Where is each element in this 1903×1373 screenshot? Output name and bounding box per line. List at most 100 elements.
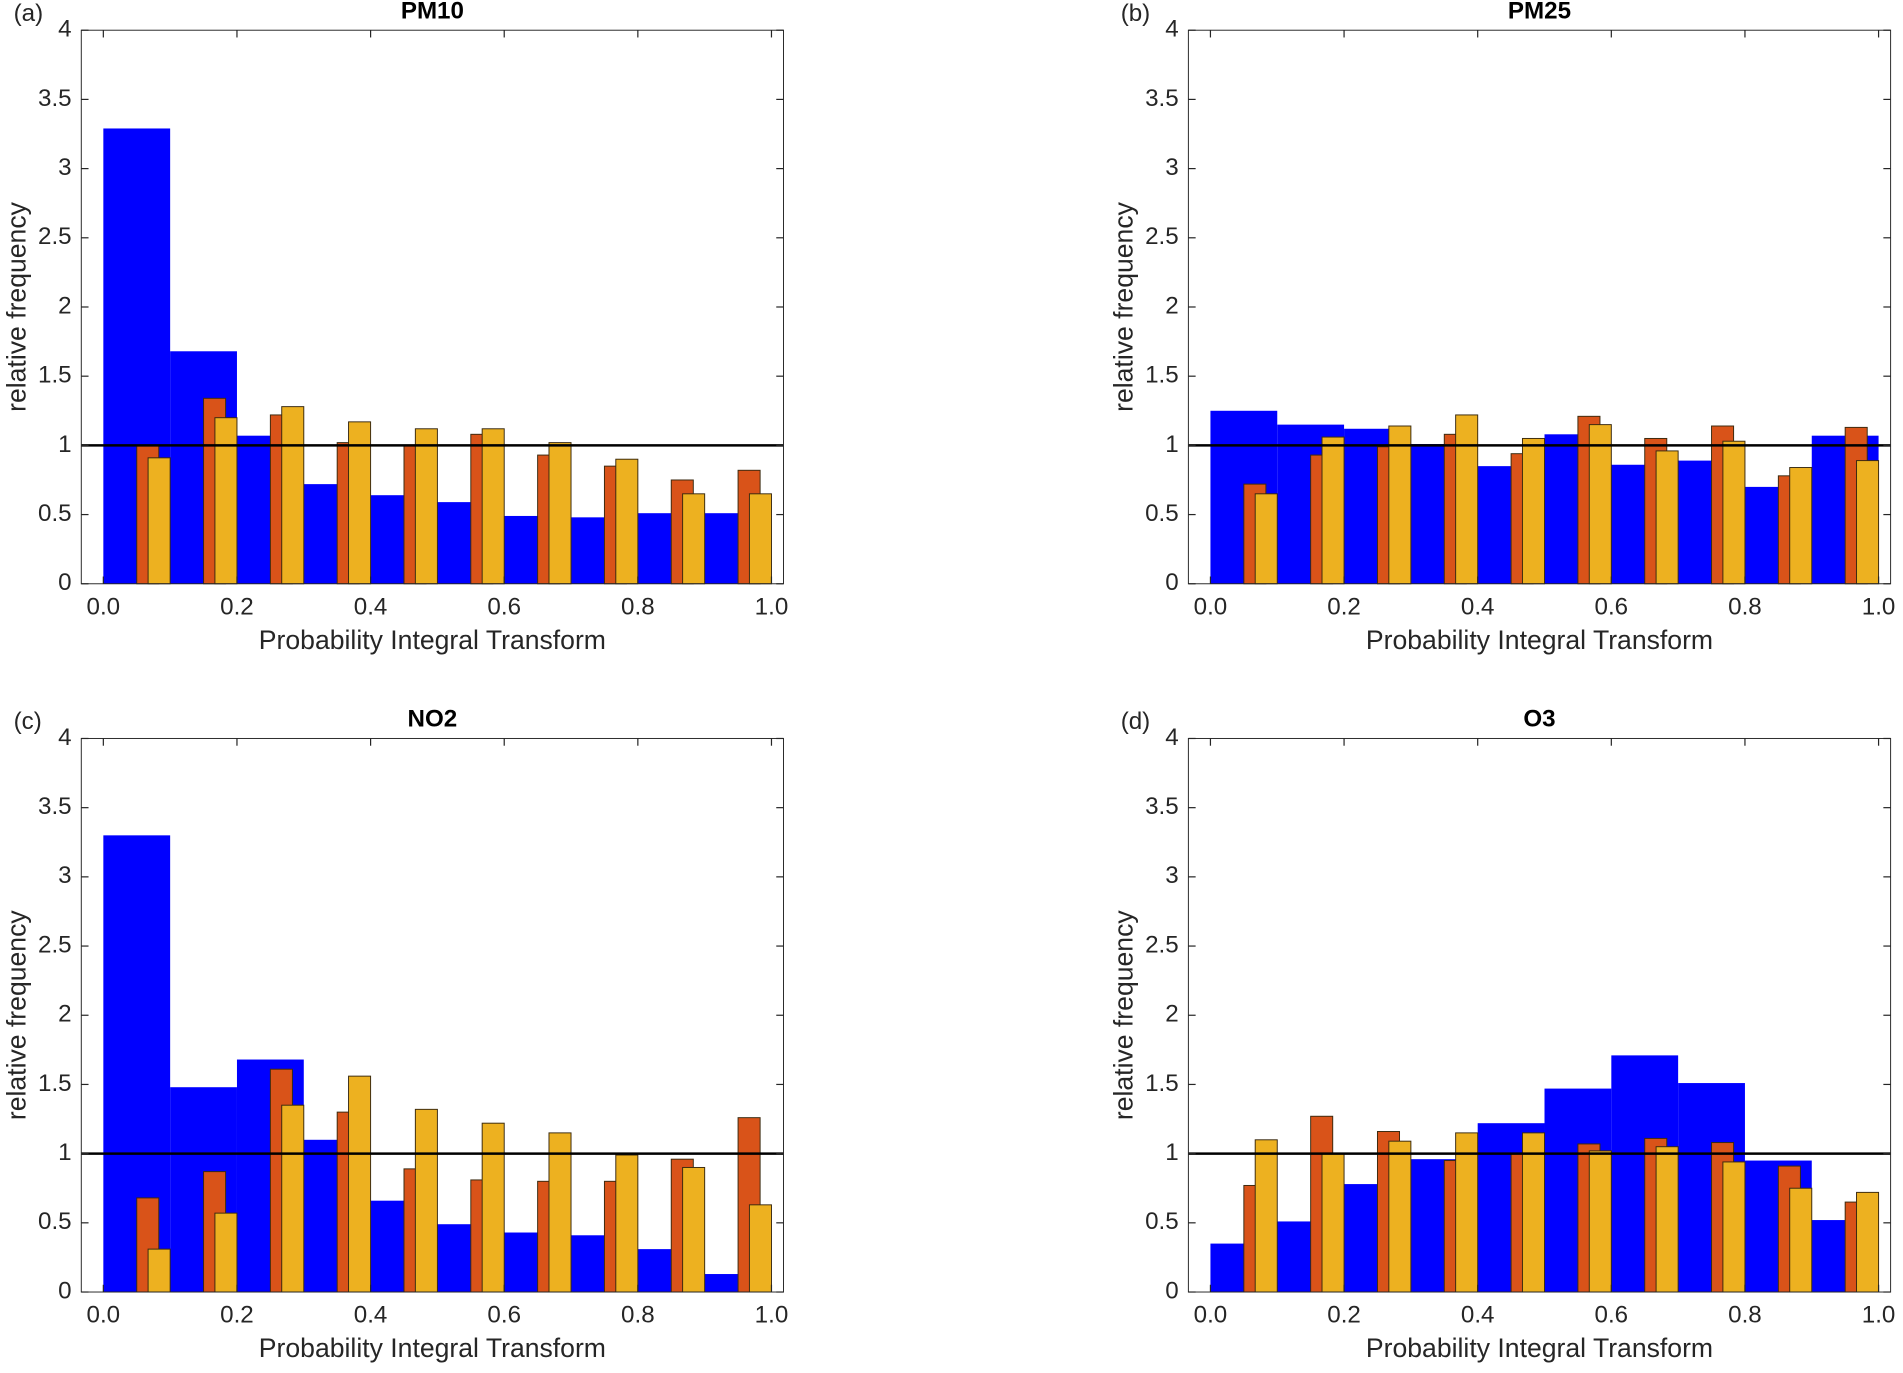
x-tick-label: 0.6 bbox=[487, 1302, 521, 1329]
y-tick-label: 0.5 bbox=[38, 500, 72, 527]
bar bbox=[1655, 1146, 1679, 1293]
panel: 0 0.5 1 1.5 2 2.5 3 3.5 4 0.0 0.2 0.4 0.6 0.8 1.0 NO2 (c… bbox=[1, 706, 788, 1363]
y-tick-label: 2 bbox=[58, 1001, 71, 1028]
chart-title: NO2 bbox=[408, 706, 458, 733]
bar bbox=[615, 458, 639, 585]
x-tick-label: 0.8 bbox=[621, 1302, 655, 1329]
bar bbox=[548, 1132, 572, 1293]
bar bbox=[1655, 450, 1679, 585]
x-tick-label: 1.0 bbox=[1862, 1302, 1896, 1329]
y-tick-label: 1.5 bbox=[38, 362, 72, 389]
x-tick-label: 1.0 bbox=[1862, 593, 1896, 620]
y-tick-label: 0 bbox=[1165, 1277, 1178, 1304]
bar bbox=[281, 406, 305, 585]
y-axis-label: relative frequency bbox=[1, 910, 31, 1120]
x-tick-label: 0.8 bbox=[621, 593, 655, 620]
x-tick-label: 0.0 bbox=[87, 1302, 121, 1329]
y-tick-label: 0.5 bbox=[1145, 1208, 1179, 1235]
x-tick-label: 0.0 bbox=[87, 593, 121, 620]
x-tick-label: 0.6 bbox=[487, 593, 521, 620]
x-tick-label: 0.2 bbox=[1327, 593, 1361, 620]
x-tick-label: 0.4 bbox=[1461, 1302, 1495, 1329]
panel-label: (b) bbox=[1121, 0, 1151, 27]
bar bbox=[748, 493, 772, 585]
y-tick-label: 1 bbox=[58, 431, 71, 458]
bar bbox=[1856, 1191, 1880, 1293]
y-tick-label: 0 bbox=[1165, 569, 1178, 596]
y-tick-label: 1 bbox=[1165, 431, 1178, 458]
bar bbox=[1722, 1161, 1746, 1293]
y-tick-label: 4 bbox=[58, 16, 71, 43]
y-tick-label: 1 bbox=[58, 1139, 71, 1166]
x-tick-label: 0.0 bbox=[1194, 1302, 1228, 1329]
bar bbox=[214, 1212, 238, 1293]
y-tick-label: 3 bbox=[1165, 862, 1178, 889]
y-tick-label: 1.5 bbox=[38, 1070, 72, 1097]
bar bbox=[214, 417, 238, 585]
y-tick-label: 3.5 bbox=[38, 85, 72, 112]
y-tick-label: 4 bbox=[1165, 16, 1178, 43]
x-tick-label: 0.4 bbox=[354, 1302, 388, 1329]
panel-label: (c) bbox=[14, 708, 42, 735]
y-tick-label: 2.5 bbox=[38, 931, 72, 958]
y-tick-label: 2.5 bbox=[1145, 223, 1179, 250]
bar bbox=[1455, 1132, 1479, 1293]
bar bbox=[1588, 424, 1612, 585]
y-axis-label: relative frequency bbox=[1109, 201, 1139, 411]
bar bbox=[548, 442, 572, 585]
x-axis-label: Probability Integral Transform bbox=[259, 625, 606, 655]
y-tick-label: 2.5 bbox=[38, 223, 72, 250]
x-tick-label: 0.6 bbox=[1595, 593, 1629, 620]
y-tick-label: 2 bbox=[58, 292, 71, 319]
y-tick-label: 0.5 bbox=[1145, 500, 1179, 527]
bar bbox=[348, 1075, 372, 1293]
x-axis-label: Probability Integral Transform bbox=[1366, 1333, 1713, 1363]
bar bbox=[1856, 460, 1880, 585]
bar bbox=[1254, 493, 1278, 585]
bar bbox=[1722, 440, 1746, 585]
x-tick-label: 0.2 bbox=[220, 593, 254, 620]
y-tick-label: 3.5 bbox=[1145, 793, 1179, 820]
x-tick-label: 0.8 bbox=[1728, 593, 1762, 620]
bar bbox=[281, 1104, 305, 1293]
bar bbox=[147, 1248, 171, 1293]
bar bbox=[1321, 1153, 1345, 1293]
y-tick-label: 2 bbox=[1165, 1001, 1178, 1028]
bar bbox=[1588, 1150, 1612, 1293]
bar bbox=[1521, 437, 1545, 585]
bar bbox=[682, 493, 706, 585]
panel: 0 0.5 1 1.5 2 2.5 3 3.5 4 0.0 0.2 0.4 0.6 0.8 1.0 PM10 (… bbox=[1, 0, 788, 655]
x-tick-label: 0.6 bbox=[1595, 1302, 1629, 1329]
y-tick-label: 2 bbox=[1165, 292, 1178, 319]
bar bbox=[682, 1166, 706, 1293]
x-tick-label: 0.4 bbox=[354, 593, 388, 620]
bar bbox=[1789, 467, 1813, 585]
bar bbox=[1789, 1187, 1813, 1293]
bar bbox=[615, 1154, 639, 1293]
bar bbox=[1388, 1140, 1412, 1293]
bar bbox=[1455, 414, 1479, 585]
y-tick-label: 0 bbox=[58, 569, 71, 596]
y-tick-label: 3.5 bbox=[38, 793, 72, 820]
x-tick-label: 0.4 bbox=[1461, 593, 1495, 620]
chart-title: PM10 bbox=[401, 0, 464, 24]
x-tick-label: 0.0 bbox=[1194, 593, 1228, 620]
x-tick-label: 1.0 bbox=[755, 593, 789, 620]
y-tick-label: 2.5 bbox=[1145, 931, 1179, 958]
y-tick-label: 3.5 bbox=[1145, 85, 1179, 112]
x-axis-label: Probability Integral Transform bbox=[1366, 625, 1713, 655]
y-tick-label: 1.5 bbox=[1145, 362, 1179, 389]
panel-label: (d) bbox=[1121, 708, 1151, 735]
y-tick-label: 1.5 bbox=[1145, 1070, 1179, 1097]
y-tick-label: 1 bbox=[1165, 1139, 1178, 1166]
y-tick-label: 3 bbox=[1165, 154, 1178, 181]
y-tick-label: 3 bbox=[58, 862, 71, 889]
bar bbox=[1321, 436, 1345, 585]
bar bbox=[1254, 1139, 1278, 1293]
bar bbox=[481, 428, 505, 585]
x-tick-label: 0.2 bbox=[220, 1302, 254, 1329]
y-tick-label: 0.5 bbox=[38, 1208, 72, 1235]
y-axis-label: relative frequency bbox=[1109, 910, 1139, 1120]
x-tick-label: 0.8 bbox=[1728, 1302, 1762, 1329]
